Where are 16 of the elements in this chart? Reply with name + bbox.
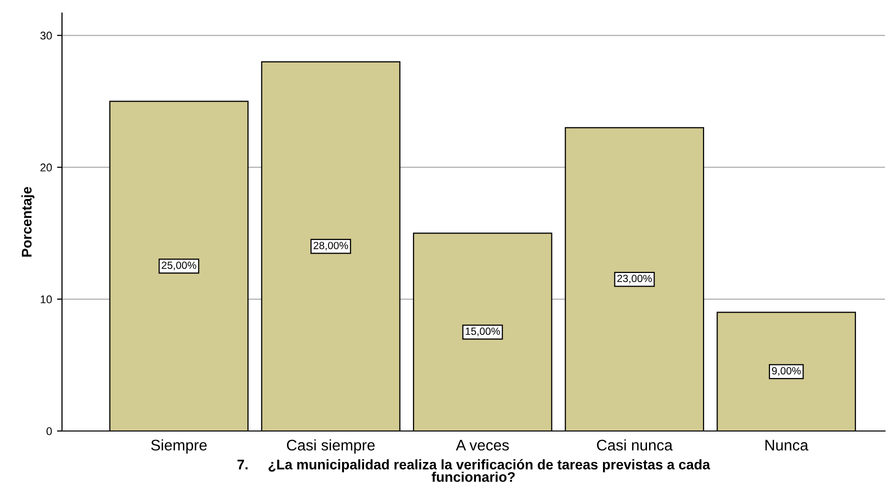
x-axis-title: 7. ¿La municipalidad realiza la verificación de tareas previstas a cada funcionario? <box>238 459 710 482</box>
y-tick-label: 0 <box>46 427 52 436</box>
data-label: 25,00% <box>162 262 196 270</box>
y-axis-title: Porcentaje <box>21 186 34 257</box>
y-tick-label: 20 <box>40 164 52 172</box>
x-tick-label: Casi nunca <box>597 439 673 451</box>
x-tick-label: Siempre <box>151 439 207 454</box>
data-label: 23,00% <box>617 274 652 284</box>
y-tick-label: 30 <box>40 32 52 40</box>
x-tick-label: A veces <box>456 440 509 451</box>
data-label: 15,00% <box>466 328 500 336</box>
x-tick-label: Nunca <box>765 440 808 451</box>
y-tick-label: 10 <box>40 295 52 304</box>
x-tick-label: Casi siempre <box>286 439 375 454</box>
data-label: 9,00% <box>772 367 801 376</box>
data-label: 28,00% <box>314 242 348 250</box>
